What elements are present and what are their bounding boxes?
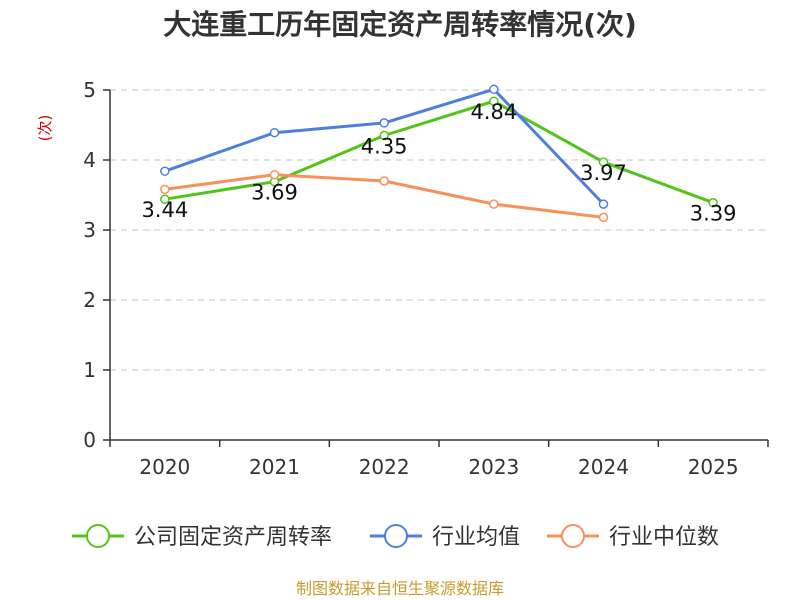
grid-layer bbox=[110, 89, 768, 371]
legend-marker-2 bbox=[384, 524, 408, 548]
series-point-1 bbox=[708, 197, 718, 208]
data-label: 3.69 bbox=[251, 181, 298, 205]
series-point-1 bbox=[598, 157, 609, 167]
y-tick-label: 3 bbox=[83, 218, 96, 242]
data-label: 4.35 bbox=[361, 135, 408, 159]
series-point-2 bbox=[379, 118, 389, 128]
y-axis-label: (次) bbox=[36, 115, 54, 142]
series-point-2 bbox=[598, 199, 609, 209]
series-point-3 bbox=[269, 169, 280, 180]
x-tick-label: 2021 bbox=[249, 455, 300, 479]
data-label: 3.39 bbox=[690, 202, 737, 226]
series-line-1 bbox=[164, 99, 714, 205]
data-label-layer: 3.44 3.69 4.35 4.84 3.97 3.39 bbox=[141, 100, 736, 226]
series-point-1 bbox=[489, 96, 499, 106]
series-point-1 bbox=[379, 130, 389, 141]
x-tick-label: 2024 bbox=[578, 455, 629, 479]
y-tick-label: 1 bbox=[83, 358, 96, 382]
series-layer bbox=[160, 84, 718, 223]
data-label: 4.84 bbox=[470, 100, 517, 124]
x-tick-label: 2023 bbox=[468, 455, 519, 479]
series-point-2 bbox=[160, 166, 170, 176]
data-label: 3.44 bbox=[141, 198, 188, 222]
legend-label-3: 行业中位数 bbox=[609, 525, 719, 550]
legend-label-1: 公司固定资产周转率 bbox=[134, 525, 332, 550]
x-tick-label: 2022 bbox=[359, 455, 410, 479]
series-point-1 bbox=[160, 194, 170, 204]
legend-label-2: 行业均值 bbox=[432, 525, 520, 550]
legend-marker-1 bbox=[86, 524, 110, 548]
y-tick-label: 5 bbox=[83, 78, 96, 102]
series-point-3 bbox=[489, 199, 499, 209]
x-tick-label: 2025 bbox=[688, 455, 739, 479]
series-point-2 bbox=[489, 84, 499, 95]
series-point-2 bbox=[269, 127, 280, 138]
chart-title: 大连重工历年固定资产周转率情况(次) bbox=[163, 8, 637, 41]
data-label: 3.97 bbox=[580, 161, 627, 185]
legend: 公司固定资产周转率 行业均值 行业中位数 bbox=[72, 524, 719, 550]
series-point-3 bbox=[379, 176, 389, 186]
y-tick-label: 0 bbox=[83, 428, 96, 452]
y-tick-label: 4 bbox=[83, 148, 96, 172]
y-tick-label: 2 bbox=[83, 288, 96, 312]
source-note: 制图数据来自恒生聚源数据库 bbox=[296, 579, 504, 598]
legend-marker-3 bbox=[561, 524, 585, 548]
series-point-3 bbox=[160, 184, 170, 195]
x-tick-label: 2020 bbox=[139, 455, 190, 479]
axis-layer: 0 1 2 3 4 5 2020 2021 2022 2023 2024 2025 bbox=[83, 78, 769, 479]
series-point-3 bbox=[598, 212, 609, 223]
